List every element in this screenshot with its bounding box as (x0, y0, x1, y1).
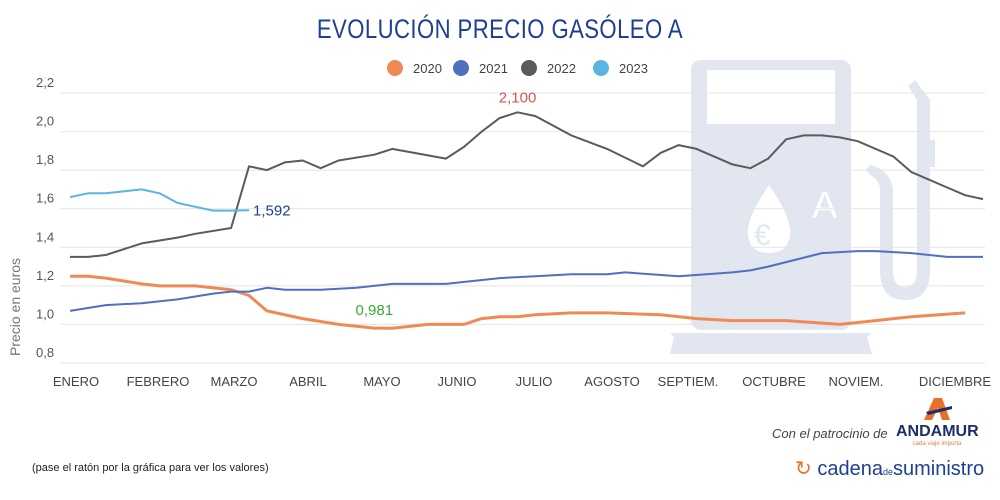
sponsor-label: Con el patrocinio de (772, 426, 888, 441)
legend-marker-2020 (387, 60, 403, 76)
logo-word-cadena: cadena (817, 458, 883, 480)
x-tick-label: NOVIEM. (829, 374, 884, 389)
euro-drop-icon: A € (748, 185, 838, 253)
x-tick-label: ABRIL (289, 374, 327, 389)
series-line-2022[interactable] (70, 111, 984, 258)
x-tick-label: AGOSTO (584, 374, 639, 389)
y-tick-label: 2,2 (36, 75, 54, 90)
andamur-logo[interactable]: ANDAMUR cada viaje importa (896, 398, 979, 447)
andamur-a-icon (924, 398, 952, 420)
legend-marker-2021 (453, 60, 469, 76)
series-line-2020[interactable] (70, 274, 966, 330)
legend-label-2023[interactable]: 2023 (619, 61, 648, 76)
legend-marker-2023 (593, 60, 609, 76)
hover-hint: (pase el ratón por la gráfica para ver l… (32, 462, 269, 474)
y-tick-label: 1,6 (36, 191, 54, 206)
data-label: 2,100 (499, 89, 537, 106)
y-tick-label: 2,0 (36, 114, 54, 129)
legend-label-2020[interactable]: 2020 (413, 61, 442, 76)
logo-word-suministro: suministro (892, 458, 985, 480)
pump-display-icon (707, 70, 835, 124)
data-label: 1,592 (253, 202, 291, 219)
cadena-suministro-logo[interactable]: ↻ cadenadesuministro (795, 456, 984, 481)
sponsor-name: ANDAMUR (896, 423, 979, 440)
y-tick-label: 1,2 (36, 268, 54, 283)
x-tick-label: MAYO (363, 374, 400, 389)
chart-title: EVOLUCIÓN PRECIO GASÓLEO A (316, 14, 684, 44)
x-tick-label: DICIEMBRE (919, 374, 992, 389)
data-label: 0,981 (356, 302, 394, 319)
legend-label-2021[interactable]: 2021 (479, 61, 508, 76)
y-axis-label: Precio en euros (7, 258, 23, 356)
y-tick-label: 1,8 (36, 152, 54, 167)
x-tick-label: JUNIO (438, 374, 477, 389)
legend-label-2022[interactable]: 2022 (547, 61, 576, 76)
series-line-2021[interactable] (69, 250, 983, 312)
x-tick-label: OCTUBRE (742, 374, 806, 389)
refresh-arrows-icon: ↻ (795, 458, 812, 480)
series-line-2023[interactable] (69, 188, 250, 212)
legend-marker-2022 (521, 60, 537, 76)
svg-text:€: € (754, 219, 771, 252)
sponsor-slogan: cada viaje importa (912, 441, 962, 447)
x-tick-label: JULIO (516, 374, 553, 389)
x-tick-label: ENERO (53, 374, 99, 389)
svg-text:A: A (812, 185, 838, 227)
x-tick-label: MARZO (211, 374, 258, 389)
y-tick-label: 1,4 (36, 229, 54, 244)
y-tick-label: 1,0 (36, 306, 54, 321)
logo-word-de: de (882, 467, 893, 477)
x-tick-label: SEPTIEM. (658, 374, 719, 389)
y-tick-label: 0,8 (36, 345, 54, 360)
x-tick-label: FEBRERO (127, 374, 190, 389)
